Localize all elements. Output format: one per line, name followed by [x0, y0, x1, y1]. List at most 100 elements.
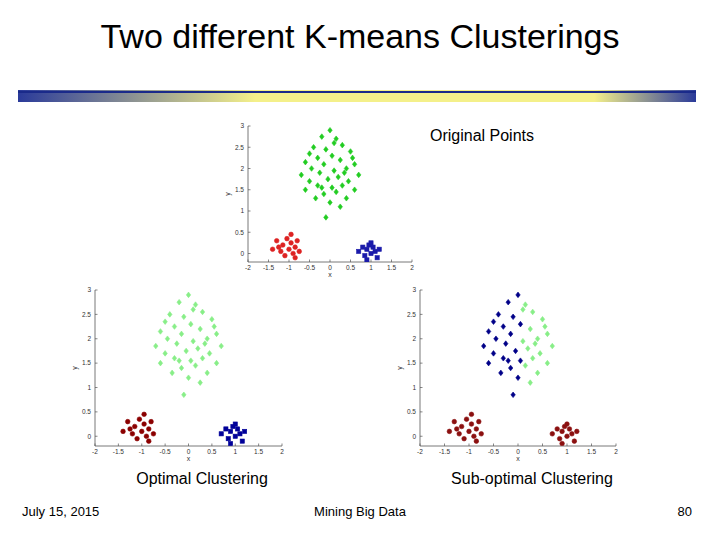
footer-date: July 15, 2015	[22, 504, 99, 519]
point	[322, 161, 326, 167]
point	[338, 157, 342, 163]
point	[516, 375, 520, 381]
point	[521, 338, 525, 344]
x-tick-label: -0.5	[488, 448, 500, 455]
point	[186, 375, 190, 381]
point	[350, 155, 354, 161]
point	[570, 432, 575, 437]
x-tick	[591, 444, 592, 447]
point	[200, 309, 204, 315]
point	[200, 355, 204, 361]
chart: -2-1.5-1-0.500.511.5200.511.522.53xy	[71, 286, 284, 462]
point	[472, 434, 477, 439]
point	[307, 178, 311, 184]
y-tick-label: 1.5	[82, 359, 91, 366]
point	[311, 144, 315, 150]
x-tick	[95, 444, 96, 447]
point	[309, 166, 313, 172]
point	[191, 307, 195, 313]
point	[369, 251, 373, 255]
point	[328, 127, 332, 133]
point	[154, 343, 158, 349]
point	[508, 365, 512, 371]
point	[243, 429, 247, 433]
point	[214, 331, 218, 337]
y-tick-label: 2	[412, 335, 416, 342]
chart: -2-1.5-1-0.500.511.5200.511.522.53xy	[396, 286, 618, 462]
point	[560, 429, 565, 434]
point	[316, 155, 320, 161]
point	[137, 417, 142, 422]
point	[279, 249, 284, 254]
point	[344, 195, 348, 201]
point	[506, 299, 510, 305]
point	[316, 183, 320, 189]
point	[452, 419, 457, 424]
y-tick	[95, 290, 98, 291]
point	[186, 292, 190, 298]
point	[198, 380, 202, 386]
point	[168, 312, 172, 318]
y-tick	[95, 411, 98, 412]
point	[567, 427, 572, 432]
point	[175, 341, 179, 347]
x-tick	[268, 260, 269, 263]
point	[523, 302, 527, 308]
point	[516, 292, 520, 298]
series	[121, 412, 156, 443]
x-tick-label: 0.5	[538, 448, 547, 455]
page-number: 80	[678, 504, 692, 519]
point	[130, 432, 135, 437]
background	[0, 0, 720, 540]
point	[163, 351, 167, 357]
x-tick-label: 0.5	[346, 264, 355, 271]
x-tick-label: 1.5	[387, 264, 396, 271]
point	[293, 255, 298, 260]
point	[224, 427, 228, 431]
point	[172, 355, 176, 361]
point	[285, 236, 290, 241]
point	[494, 336, 498, 342]
point	[144, 434, 149, 439]
point	[557, 436, 562, 441]
point	[501, 324, 505, 330]
x-tick	[469, 444, 470, 447]
point	[365, 258, 369, 262]
point	[219, 432, 223, 436]
point	[352, 161, 356, 167]
point	[474, 439, 479, 444]
point	[226, 437, 230, 441]
title-band	[18, 90, 696, 102]
x-tick	[567, 444, 568, 447]
point	[499, 370, 503, 376]
x-tick	[444, 444, 445, 447]
y-tick	[420, 314, 423, 315]
point	[545, 331, 549, 337]
y-tick	[248, 211, 251, 212]
point	[151, 432, 156, 437]
y-tick-label: 1	[240, 207, 244, 214]
point	[165, 336, 169, 342]
y-tick-label: 0	[240, 250, 244, 257]
point	[182, 392, 186, 398]
x-tick-label: -1.5	[439, 448, 451, 455]
point	[454, 427, 459, 432]
series	[447, 412, 579, 446]
x-axis-label: x	[328, 271, 332, 278]
point	[363, 254, 367, 258]
x-tick-label: 1.5	[254, 448, 263, 455]
point	[565, 434, 570, 439]
point	[320, 134, 324, 140]
point	[521, 307, 525, 313]
point	[276, 245, 281, 250]
x-tick	[118, 444, 119, 447]
point	[482, 343, 486, 349]
x-tick	[616, 444, 617, 447]
point	[324, 215, 328, 221]
point	[158, 329, 162, 335]
x-tick	[350, 260, 351, 263]
x-tick	[412, 260, 413, 263]
point	[318, 170, 322, 176]
x-tick	[211, 444, 212, 447]
x-tick-label: -0.5	[304, 264, 316, 271]
